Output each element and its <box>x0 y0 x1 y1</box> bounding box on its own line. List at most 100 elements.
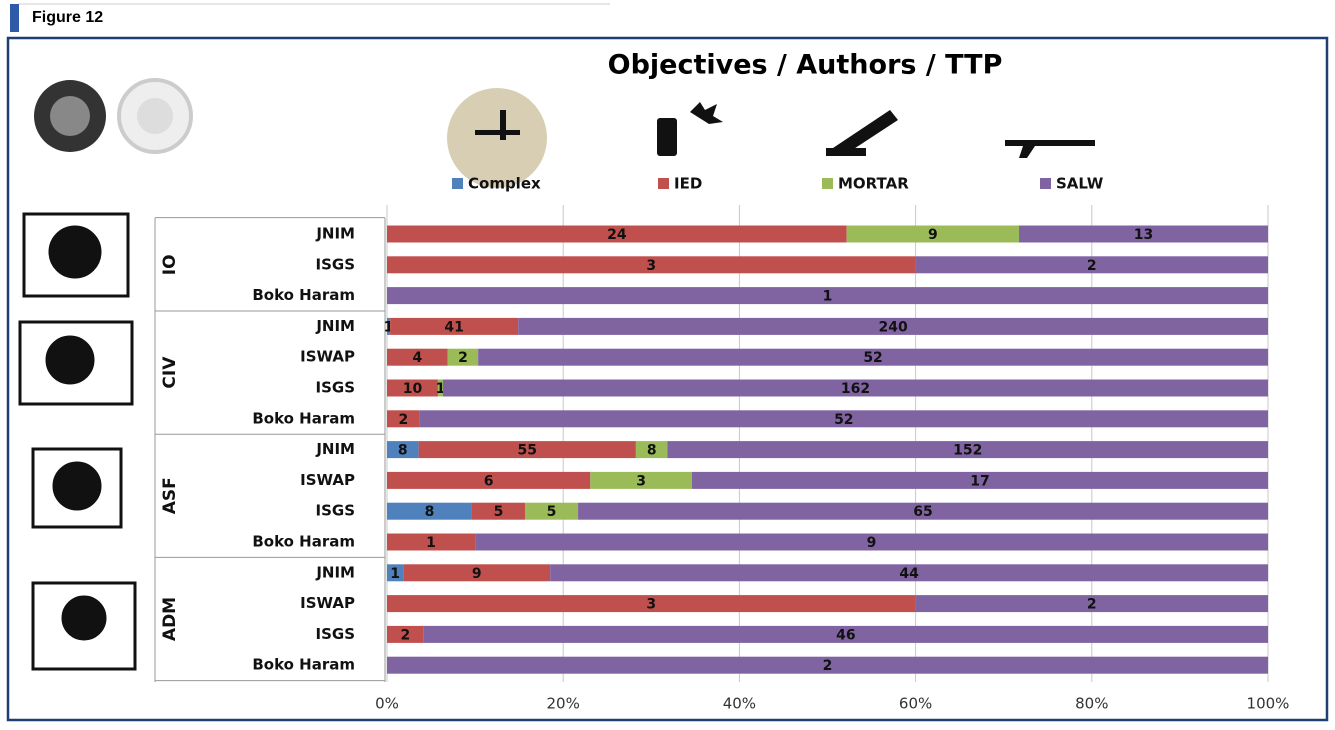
bar-segment <box>1019 225 1268 243</box>
bar-segment <box>387 502 472 520</box>
bar-segment <box>550 564 1268 582</box>
bar-segment <box>475 533 1269 551</box>
data-label: 8 <box>398 443 408 459</box>
data-label: 4 <box>413 350 423 366</box>
data-label: 1 <box>426 535 436 551</box>
category-frame <box>154 218 386 682</box>
frame <box>6 36 1329 722</box>
y-tick-label: ISWAP <box>300 594 355 612</box>
bar-segment <box>387 348 448 366</box>
y-tick-label: ISGS <box>316 255 356 273</box>
bar-segment <box>478 348 1268 366</box>
x-tick-label: 0% <box>375 695 399 713</box>
figure-label: Figure 12 <box>32 9 103 26</box>
legend-swatch <box>822 178 833 189</box>
bar-segment <box>471 502 525 520</box>
bar-segment <box>691 471 1268 489</box>
x-tick-label: 20% <box>547 695 580 713</box>
data-label: 1 <box>823 289 833 305</box>
data-label: 2 <box>1087 258 1097 274</box>
bar-segment <box>423 625 1268 643</box>
bar-segment <box>846 225 1020 243</box>
ttp-icons <box>447 88 1095 188</box>
y-tick-label: JNIM <box>315 225 355 243</box>
data-label: 8 <box>647 443 657 459</box>
bar-segment <box>387 533 476 551</box>
data-label: 9 <box>928 227 938 243</box>
y-tick-label: ISWAP <box>300 348 355 366</box>
data-label: 152 <box>953 443 982 459</box>
legend-swatch <box>452 178 463 189</box>
data-label: 46 <box>836 627 855 643</box>
data-label: 5 <box>494 504 504 520</box>
legend-label: IED <box>674 175 702 193</box>
bar-segment <box>635 441 668 459</box>
bar-segment <box>418 441 636 459</box>
bar-segment <box>390 317 519 335</box>
legend-swatch <box>658 178 669 189</box>
y-tick-label: JNIM <box>315 317 355 335</box>
x-tick-label: 40% <box>723 695 756 713</box>
data-label: 1 <box>384 319 394 335</box>
data-label: 240 <box>878 319 907 335</box>
bar-segment <box>387 656 1268 674</box>
data-label: 2 <box>823 658 833 674</box>
bar-segment <box>915 595 1268 613</box>
data-label: 17 <box>970 473 989 489</box>
logos <box>34 78 193 154</box>
y-tick-label: JNIM <box>315 440 355 458</box>
y-tick-label: ISGS <box>316 379 356 397</box>
x-tick-label: 100% <box>1247 695 1290 713</box>
data-label: 6 <box>484 473 494 489</box>
bar-segment <box>387 379 438 397</box>
bar-segment <box>447 348 479 366</box>
data-label: 65 <box>913 504 932 520</box>
bar-segment <box>387 256 916 274</box>
bar-segment <box>387 317 391 335</box>
bar-segment <box>403 564 551 582</box>
data-label: 24 <box>607 227 627 243</box>
legend-label: SALW <box>1056 175 1104 193</box>
y-tick-label: Boko Haram <box>252 533 355 551</box>
data-label: 13 <box>1134 227 1153 243</box>
data-label: 3 <box>646 597 656 613</box>
bar-segment <box>443 379 1268 397</box>
group-label: ADM <box>160 597 180 641</box>
bar-segment <box>387 564 404 582</box>
bar-segment <box>387 595 916 613</box>
data-label: 10 <box>403 381 423 397</box>
x-tick-label: 80% <box>1075 695 1108 713</box>
data-label: 2 <box>400 627 410 643</box>
data-label: 2 <box>1087 597 1097 613</box>
bar-segment <box>915 256 1268 274</box>
bar-segment <box>387 410 420 428</box>
data-label: 2 <box>458 350 468 366</box>
y-tick-label: Boko Haram <box>252 409 355 427</box>
figure-marker <box>10 4 19 32</box>
legend-label: MORTAR <box>838 175 909 193</box>
legend-label: Complex <box>468 175 541 193</box>
data-label: 2 <box>398 412 408 428</box>
data-label: 41 <box>444 319 463 335</box>
bar-segment <box>387 625 424 643</box>
data-label: 52 <box>863 350 882 366</box>
bar-segment <box>590 471 692 489</box>
y-tick-label: Boko Haram <box>252 656 355 674</box>
bar-segment <box>387 225 847 243</box>
bar-segment <box>387 471 591 489</box>
group-label: CIV <box>160 356 180 389</box>
bar-segment <box>387 441 419 459</box>
data-label: 162 <box>841 381 870 397</box>
bar-segment <box>667 441 1268 459</box>
data-label: 3 <box>636 473 646 489</box>
group-icons <box>18 212 137 671</box>
data-label: 3 <box>646 258 656 274</box>
group-label: IO <box>160 254 180 275</box>
data-label: 5 <box>547 504 557 520</box>
chart-title: Objectives / Authors / TTP <box>608 50 1003 81</box>
group-label: ASF <box>160 477 180 514</box>
y-tick-label: JNIM <box>315 563 355 581</box>
bar-segment <box>387 287 1268 305</box>
data-label: 8 <box>425 504 435 520</box>
